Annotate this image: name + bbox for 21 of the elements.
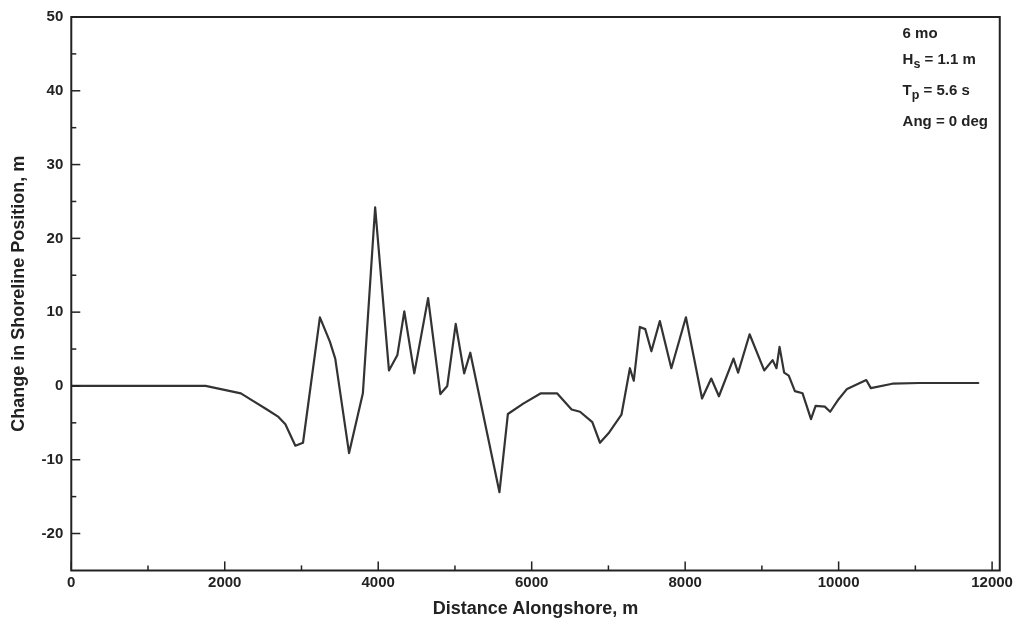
x-tick-label: 8000 xyxy=(668,572,702,590)
x-tick-label: 2000 xyxy=(208,572,242,590)
x-tick-label: 6000 xyxy=(515,572,549,590)
y-tick-label: 10 xyxy=(46,302,64,320)
y-tick-label: 0 xyxy=(54,376,64,394)
x-axis-title: Distance Alongshore, m xyxy=(432,598,639,619)
x-tick-label: 12000 xyxy=(971,572,1013,590)
y-tick-label: -20 xyxy=(41,523,64,541)
y-tick-label: 30 xyxy=(46,154,64,172)
y-tick-label: 40 xyxy=(46,80,64,98)
x-tick-label: 10000 xyxy=(817,572,860,590)
annotation: H$_{s}$ = 1.1 m xyxy=(902,49,977,73)
y-tick-label: -10 xyxy=(41,449,64,467)
y-axis-title: Change in Shoreline Position, m xyxy=(7,155,28,432)
annotation: 6 mo xyxy=(902,23,939,43)
annotation: Ang = 0 deg xyxy=(902,111,988,131)
x-tick-label: 0 xyxy=(67,572,76,590)
x-tick-label: 4000 xyxy=(361,572,395,590)
annotation: T$_{p}$ = 5.6 s xyxy=(902,80,971,104)
y-tick-label: 20 xyxy=(46,228,64,246)
y-tick-label: 50 xyxy=(46,7,64,25)
